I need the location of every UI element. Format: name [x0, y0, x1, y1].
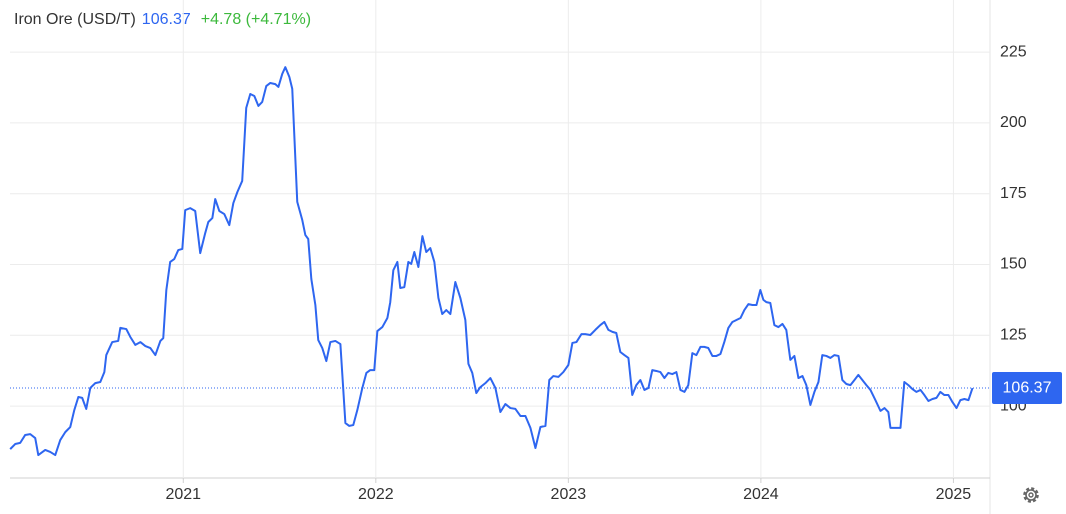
gear-hub: [1028, 492, 1034, 498]
gear-teeth: [1023, 487, 1039, 503]
last-price-label: 106.37: [1003, 379, 1052, 396]
x-tick-label: 2025: [936, 486, 972, 503]
header: Iron Ore (USD/T) 106.37 +4.78 (+4.71%): [14, 11, 311, 28]
chart-title: Iron Ore (USD/T): [14, 11, 136, 28]
y-tick-label: 200: [1000, 114, 1027, 131]
gear-ring: [1025, 489, 1037, 501]
x-tick-label: 2023: [551, 486, 587, 503]
price-line: [9, 66, 974, 457]
y-tick-label: 150: [1000, 256, 1027, 273]
y-tick-label: 175: [1000, 185, 1027, 202]
settings-icon[interactable]: [1023, 487, 1039, 503]
y-tick-label: 125: [1000, 326, 1027, 343]
x-tick-label: 2022: [358, 486, 394, 503]
x-tick-label: 2024: [743, 486, 779, 503]
last-price-box: [992, 372, 1062, 405]
x-tick-label: 2021: [165, 486, 201, 503]
last-price: 106.37: [142, 11, 191, 28]
price-change: +4.78 (+4.71%): [201, 11, 311, 28]
y-tick-label: 225: [1000, 43, 1027, 60]
